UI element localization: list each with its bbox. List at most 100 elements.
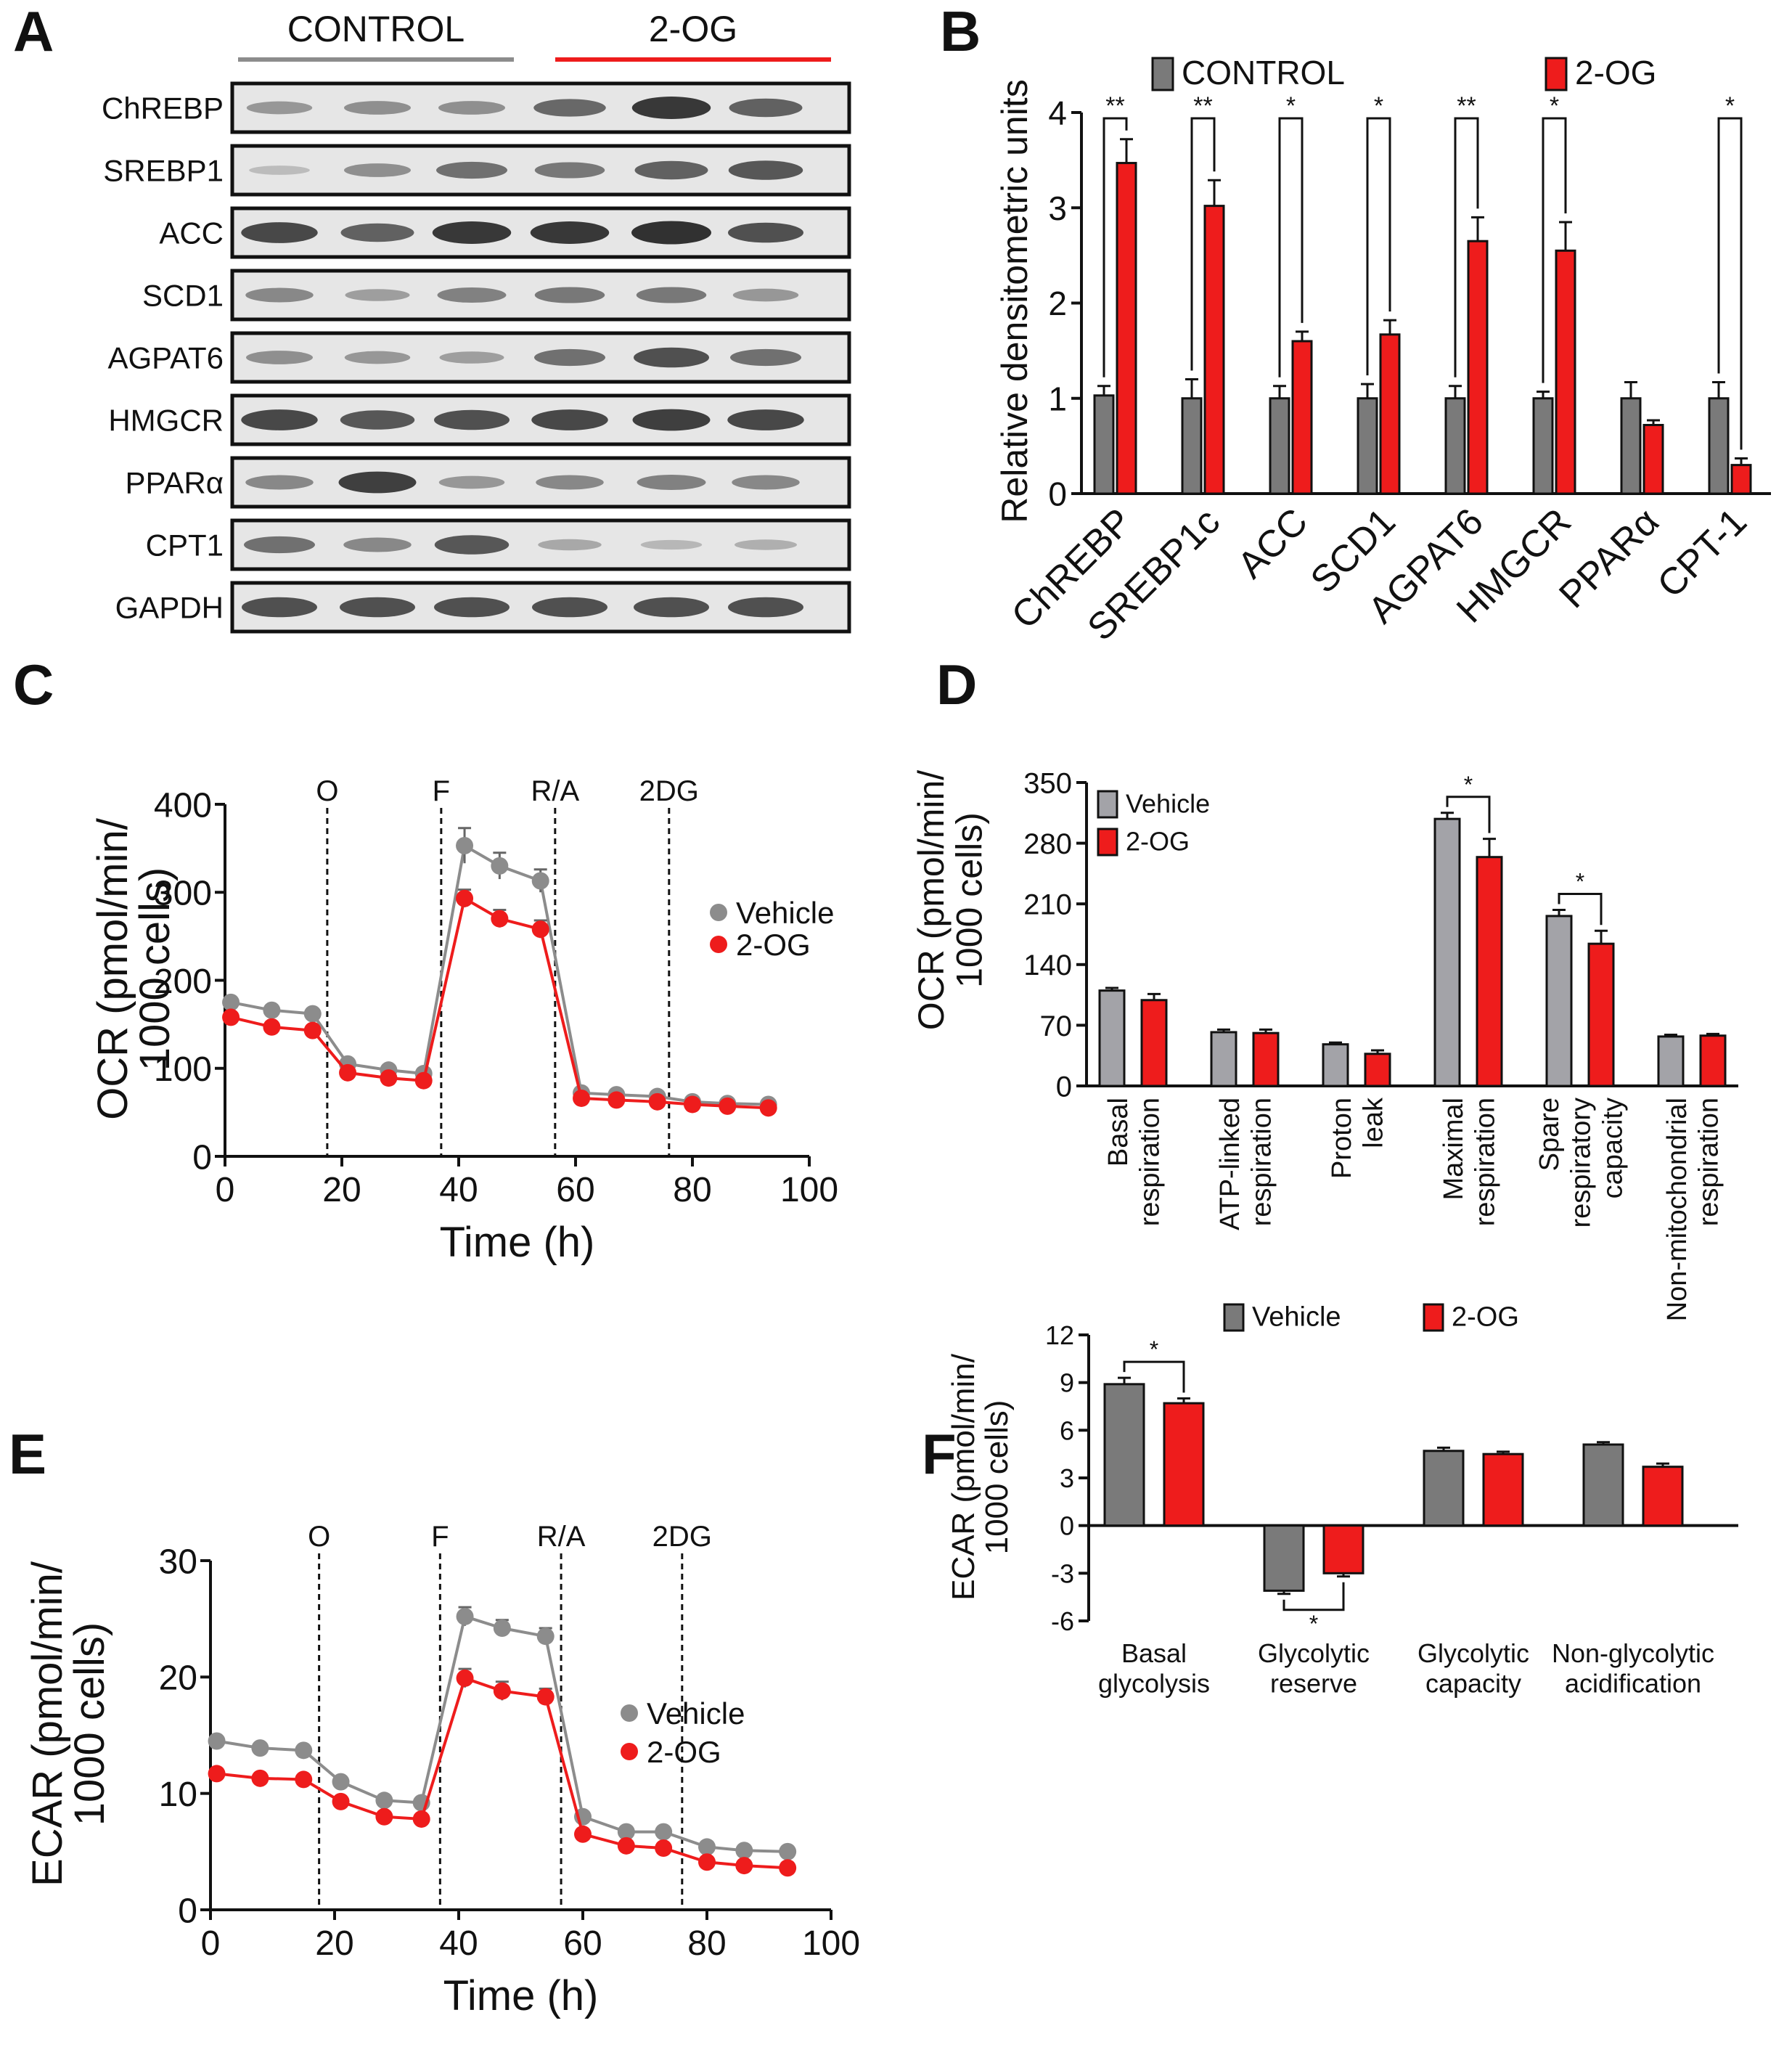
bar-control (1210, 1031, 1237, 1087)
category-label: Proton (1327, 1098, 1357, 1179)
x-tick-label: 0 (216, 1171, 235, 1209)
blot-band (438, 475, 505, 489)
category-label: Non-glycolytic (1552, 1638, 1714, 1668)
data-point (698, 1853, 716, 1871)
y-tick-label: 140 (1023, 949, 1072, 981)
data-point (339, 1063, 357, 1082)
significance-bracket (1446, 796, 1491, 833)
blot-band (631, 97, 711, 119)
significance-label: * (1286, 92, 1296, 120)
significance-bracket (1717, 117, 1743, 450)
significance-bracket (1278, 117, 1304, 377)
data-point (648, 1092, 666, 1111)
blot-band (437, 287, 507, 303)
y-tick-label: 3 (1048, 189, 1067, 227)
y-tick-label: 20 (159, 1659, 197, 1698)
y-axis-label: OCR (pmol/min/ (911, 770, 952, 1030)
blot-band (536, 475, 604, 490)
panel-letter-b: B (940, 0, 981, 63)
bar-treated (1476, 856, 1503, 1087)
data-point (251, 1739, 269, 1757)
y-tick-label: 0 (178, 1892, 197, 1930)
significance-label: * (1309, 1611, 1318, 1637)
data-point (493, 1682, 511, 1700)
bar-control (1708, 397, 1730, 495)
blot-group-label: CONTROL (287, 9, 465, 49)
blot-band (343, 537, 412, 552)
bar-treated (1587, 942, 1615, 1087)
blot-row-label: AGPAT6 (108, 341, 224, 375)
bar-control (1098, 989, 1126, 1087)
y-tick-label: 0 (192, 1138, 212, 1177)
bar-control (1357, 397, 1378, 495)
blot-band (241, 409, 318, 430)
data-point (493, 1619, 511, 1637)
injection-label: O (316, 775, 338, 807)
blot-row-label: GAPDH (115, 591, 224, 625)
legend-label: Vehicle (736, 896, 834, 930)
legend-label: Vehicle (1126, 789, 1210, 819)
blot-row-label: HMGCR (108, 404, 224, 438)
category-label: Maximal (1439, 1098, 1469, 1200)
data-point (208, 1765, 226, 1783)
legend-label: 2-OG (1126, 827, 1190, 857)
blot-band (634, 160, 708, 180)
significance-bracket (1366, 117, 1391, 376)
data-point (617, 1823, 635, 1841)
blot-band (340, 597, 415, 618)
legend-label: CONTROL (1182, 54, 1345, 91)
panel-letter-a: A (13, 0, 54, 63)
data-point (655, 1823, 673, 1841)
blot-band (249, 166, 310, 175)
x-tick-label: 100 (802, 1924, 860, 1963)
bar-treated (1482, 1452, 1524, 1527)
data-point (491, 910, 509, 928)
x-tick-label: 40 (439, 1171, 478, 1209)
y-tick-label: 210 (1023, 889, 1072, 921)
legend-marker (710, 936, 727, 953)
y-axis-label: OCR (pmol/min/ (89, 817, 136, 1120)
data-point (456, 889, 474, 907)
significance-label: ** (1457, 92, 1476, 120)
blot-band (640, 539, 703, 550)
category-label: capacity (1425, 1668, 1521, 1698)
y-axis-label: ECAR (pmol/min/ (24, 1561, 71, 1887)
panel-f-bar-chart: -6 -3 0 3 6 9 12 ECAR (pmol/min/1000 cells) Basa… (946, 1302, 1738, 1698)
injection-label: R/A (531, 775, 579, 807)
data-point (222, 1008, 240, 1026)
y-tick-label: 3 (1060, 1463, 1074, 1493)
data-point (531, 872, 549, 890)
data-point (607, 1091, 626, 1109)
panel-letter-c: C (13, 653, 54, 716)
blot-band (729, 98, 803, 118)
legend-marker (621, 1704, 638, 1722)
legend-label: Vehicle (647, 1696, 745, 1731)
significance-bracket (1542, 117, 1567, 383)
y-tick-label: -3 (1051, 1558, 1074, 1588)
y-tick-label: -6 (1051, 1606, 1074, 1636)
blot-band (344, 101, 411, 115)
bar-treated (1140, 999, 1168, 1087)
category-label: respiratory (1566, 1098, 1597, 1228)
bar-treated (1322, 1524, 1365, 1574)
data-point (263, 1018, 281, 1036)
category-label: capacity (1597, 1098, 1628, 1198)
category-label: PPARα (1551, 500, 1667, 616)
bar-control (1263, 1524, 1305, 1592)
category-label: ACC (1230, 500, 1316, 587)
blot-band (637, 475, 706, 490)
bar-treated (1364, 1053, 1391, 1087)
y-tick-label: 400 (154, 786, 212, 825)
data-point (414, 1071, 433, 1090)
blot-row-label: ACC (159, 216, 224, 250)
x-tick-label: 20 (315, 1924, 353, 1963)
bar-treated (1252, 1031, 1280, 1087)
blot-band (728, 222, 803, 243)
data-point (332, 1773, 350, 1791)
panel-a-western-blot: CONTROL 2-OG ChREBP SREBP1 ACC SCD1 AGPAT6 HMGC… (102, 9, 851, 634)
y-tick-label: 6 (1060, 1415, 1074, 1445)
legend-swatch (1423, 1303, 1444, 1332)
blot-band (730, 348, 801, 367)
injection-label: F (431, 1521, 449, 1553)
data-point (208, 1732, 226, 1750)
